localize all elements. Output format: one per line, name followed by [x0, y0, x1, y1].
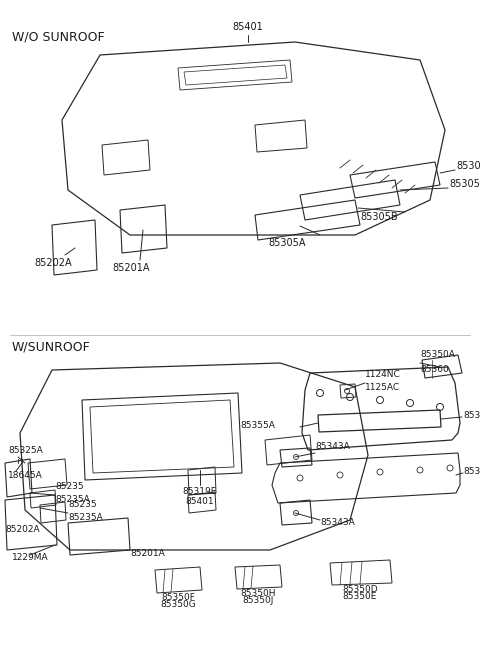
- Text: 85350A: 85350A: [420, 350, 455, 359]
- Text: 85235: 85235: [55, 482, 84, 491]
- Text: 1125AC: 1125AC: [365, 383, 400, 392]
- Text: 85305B: 85305B: [360, 212, 397, 222]
- Text: 85343A: 85343A: [320, 518, 355, 527]
- Text: W/O SUNROOF: W/O SUNROOF: [12, 30, 105, 43]
- Text: 85355A: 85355A: [240, 421, 275, 430]
- Text: 85401: 85401: [233, 22, 264, 32]
- Text: 85343A: 85343A: [315, 442, 350, 451]
- Text: 85201A: 85201A: [112, 263, 149, 273]
- Text: 85340B: 85340B: [463, 466, 480, 476]
- Text: 85350G: 85350G: [160, 600, 196, 609]
- Text: 85235: 85235: [68, 500, 96, 509]
- Text: 85202A: 85202A: [5, 525, 40, 534]
- Text: W/SUNROOF: W/SUNROOF: [12, 340, 91, 353]
- Text: 1229MA: 1229MA: [12, 553, 48, 562]
- Text: 85350H: 85350H: [240, 589, 276, 598]
- Text: 85350D: 85350D: [342, 585, 378, 594]
- Text: 85350F: 85350F: [161, 593, 195, 602]
- Text: 85350E: 85350E: [343, 592, 377, 601]
- Text: 85401: 85401: [186, 497, 214, 506]
- Text: 85235A: 85235A: [55, 495, 90, 504]
- Text: 85350J: 85350J: [242, 596, 274, 605]
- Text: 85340C: 85340C: [463, 411, 480, 419]
- Text: 85235A: 85235A: [68, 513, 103, 522]
- Text: 1124NC: 1124NC: [365, 370, 401, 379]
- Text: 85319E: 85319E: [183, 487, 217, 496]
- Text: 85305A: 85305A: [456, 161, 480, 171]
- Text: 85201A: 85201A: [130, 549, 165, 558]
- Text: 85305A: 85305A: [268, 238, 305, 248]
- Text: 85305A: 85305A: [449, 179, 480, 189]
- Text: 85360: 85360: [420, 365, 449, 374]
- Text: 85325A: 85325A: [8, 446, 43, 455]
- Text: 18645A: 18645A: [8, 471, 43, 480]
- Text: 85202A: 85202A: [34, 258, 72, 268]
